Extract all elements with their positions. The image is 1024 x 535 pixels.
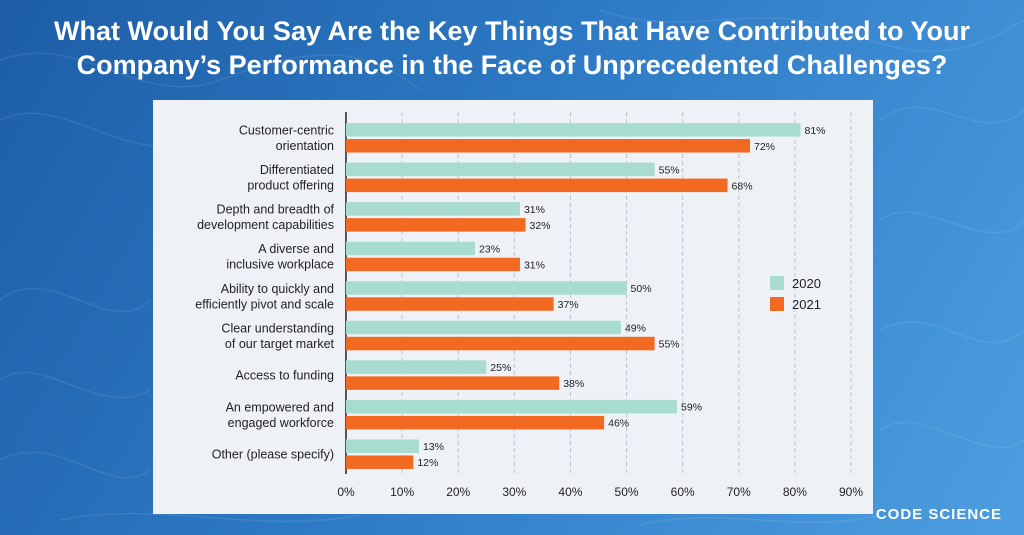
bar-2021 [346,376,560,390]
title-line-2: Company’s Performance in the Face of Unp… [76,50,948,80]
category-label: Depth and breadth of [217,203,335,217]
x-tick-label: 60% [671,485,695,499]
x-tick-label: 70% [727,485,751,499]
legend-label-2021: 2021 [792,297,821,312]
data-label-2020: 23% [479,243,500,255]
category-label: engaged workforce [228,416,334,430]
x-tick-label: 50% [615,485,639,499]
data-label-2021: 38% [563,378,584,390]
bar-2020 [346,162,655,177]
data-label-2021: 37% [558,299,579,311]
category-label: Customer-centric [239,124,334,138]
bar-2021 [346,257,520,272]
category-label: orientation [276,139,334,153]
category-label: Access to funding [235,369,334,383]
bar-2020 [346,202,520,216]
category-label: Ability to quickly and [221,282,334,296]
data-label-2021: 31% [524,259,545,271]
x-tick-label: 30% [502,485,526,499]
legend-swatch-2020 [770,276,784,290]
bar-2020 [346,320,621,335]
bar-2021 [346,415,605,430]
data-label-2021: 72% [754,141,775,153]
chart-title: What Would You Say Are the Key Things Th… [0,14,1024,82]
data-label-2020: 50% [631,283,652,295]
data-label-2021: 12% [417,457,438,469]
data-label-2020: 49% [625,323,646,335]
category-label: A diverse and [258,242,334,256]
x-tick-label: 40% [558,485,582,499]
data-label-2020: 25% [490,362,511,374]
data-label-2021: 46% [608,418,629,430]
bar-2020 [346,123,801,137]
bar-2021 [346,336,655,351]
category-label: Differentiated [260,163,334,177]
category-label: Clear understanding [221,321,334,335]
chart-panel: 0% 10% 20% 30% 40% 50% 60% 70% 80% 90% 81% 72% Custo… [153,100,873,514]
data-label-2020: 55% [659,164,680,176]
legend-label-2020: 2020 [792,276,821,291]
x-tick-label: 20% [446,485,470,499]
data-label-2020: 81% [805,125,826,137]
x-tick-label: 90% [839,485,863,499]
bar-2021 [346,297,554,311]
code-science-logo: CODE SCIENCE [875,506,1002,523]
x-tick-label: 10% [390,485,414,499]
data-label-2020: 31% [524,204,545,216]
data-label-2021: 68% [732,180,753,192]
bar-chart: 0% 10% 20% 30% 40% 50% 60% 70% 80% 90% 81% 72% Custo… [195,112,863,499]
bar-2020 [346,360,487,374]
bar-2020 [346,399,678,414]
category-label: efficiently pivot and scale [195,297,334,311]
bar-2021 [346,139,750,153]
category-label: Other (please specify) [212,448,334,462]
bar-2021 [346,218,526,232]
category-label: inclusive workplace [226,258,334,272]
data-label-2021: 55% [659,339,680,351]
bar-2020 [346,439,419,453]
category-label: of our target market [225,337,335,351]
x-tick-label: 80% [783,485,807,499]
bar-2021 [346,455,414,469]
bar-2020 [346,281,627,295]
data-label-2020: 59% [681,402,702,414]
bar-2020 [346,241,476,256]
legend-swatch-2021 [770,297,784,311]
title-line-1: What Would You Say Are the Key Things Th… [53,16,971,46]
x-tick-label: 0% [337,485,355,499]
category-label: An empowered and [226,400,334,414]
category-label: product offering [247,179,334,193]
data-label-2020: 13% [423,441,444,453]
bar-2021 [346,178,728,193]
data-label-2021: 32% [530,220,551,232]
category-label: development capabilities [197,218,334,232]
